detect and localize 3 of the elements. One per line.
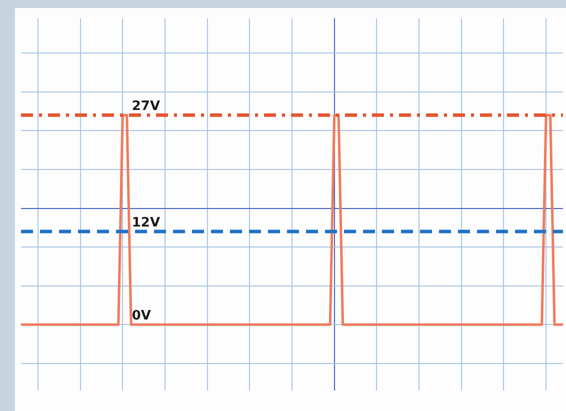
- annotation: 0V: [132, 308, 151, 324]
- ref-line-label: 12V: [132, 215, 160, 230]
- ref-line-label: 27V: [132, 99, 160, 114]
